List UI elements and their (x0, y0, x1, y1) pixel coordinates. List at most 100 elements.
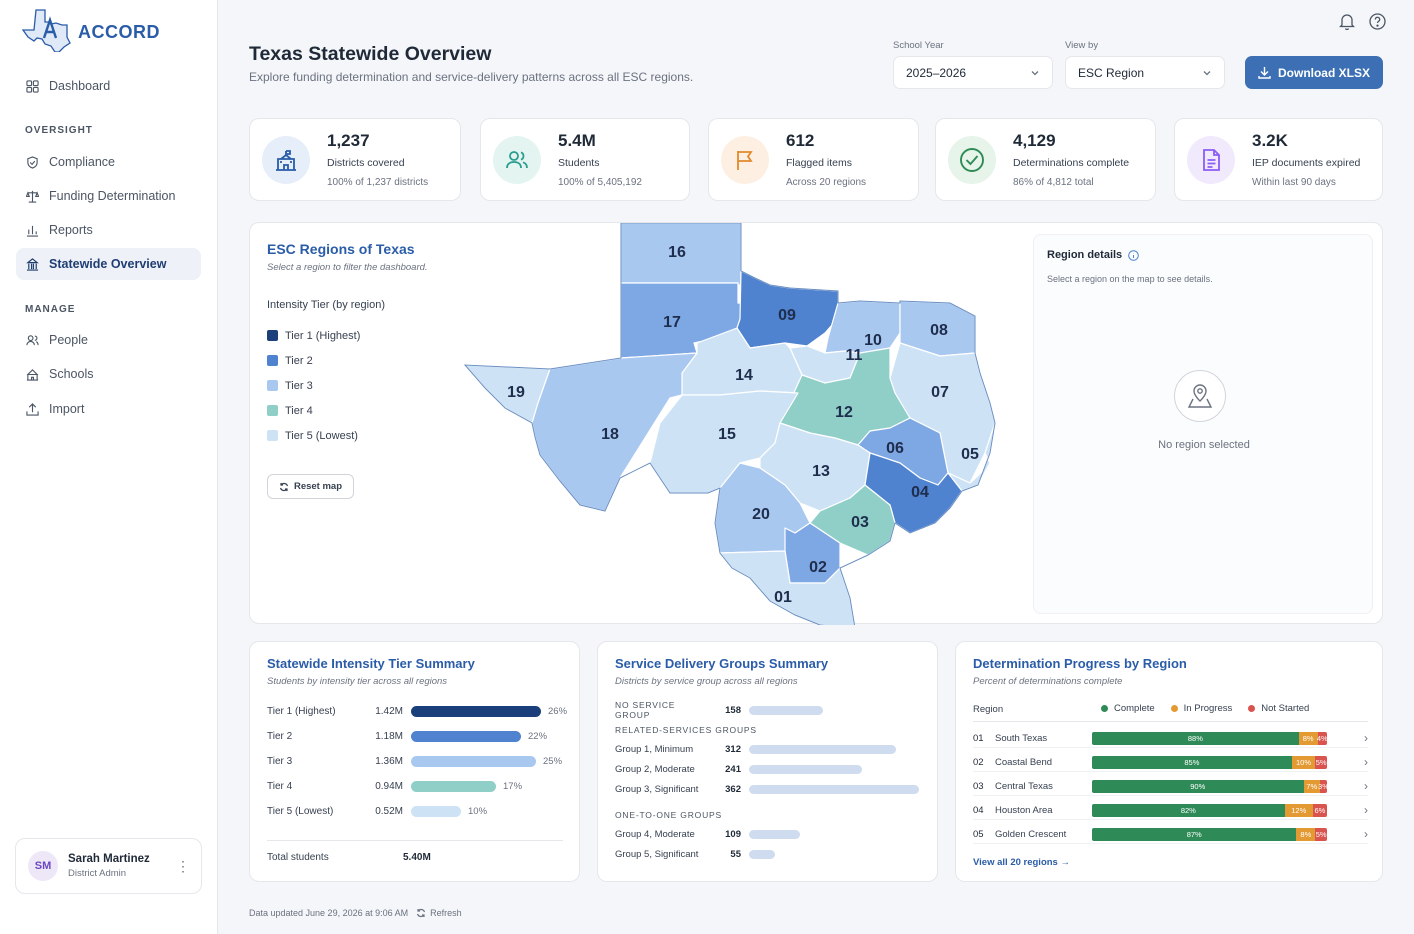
nav-people-label: People (49, 333, 88, 347)
nav-statewide-label: Statewide Overview (49, 257, 167, 271)
nav-reports[interactable]: Reports (16, 214, 201, 246)
row-divider (973, 771, 1368, 772)
legend-in-progress: In Progress (1170, 703, 1232, 714)
nav-dashboard[interactable]: Dashboard (16, 70, 201, 102)
chevron-right-icon[interactable]: › (1364, 827, 1368, 841)
school-year-select[interactable]: 2025–2026 (893, 56, 1053, 89)
tier-row-bar (411, 731, 521, 742)
row-divider (973, 747, 1368, 748)
region-label-13: 13 (812, 463, 830, 480)
download-xlsx-button[interactable]: Download XLSX (1245, 56, 1383, 89)
view-all-regions-link[interactable]: View all 20 regions → (973, 857, 1070, 868)
legend-tier-3-label: Tier 3 (285, 379, 313, 392)
nav-import[interactable]: Import (16, 393, 201, 425)
service-group-value: 109 (725, 829, 741, 840)
chevron-right-icon[interactable]: › (1364, 803, 1368, 817)
nav-dashboard-label: Dashboard (49, 79, 111, 93)
legend-not-started: Not Started (1248, 703, 1309, 714)
progress-row[interactable]: 01 South Texas 88% 8% 4% › (973, 731, 1368, 745)
progress-row[interactable]: 04 Houston Area 82% 12% 6% › (973, 803, 1368, 817)
service-groups-subtitle: Districts by service group across all re… (615, 676, 798, 687)
tier-row-label: Tier 5 (Lowest) (267, 806, 334, 817)
kpi-value: 5.4M (558, 131, 596, 150)
region-label-12: 12 (835, 404, 853, 421)
more-menu-icon[interactable]: ⋮ (176, 857, 190, 874)
tier-row: Tier 3 1.36M 25% (267, 756, 562, 767)
one-to-one-header: ONE-TO-ONE GROUPS (615, 810, 722, 820)
download-label: Download XLSX (1277, 65, 1370, 80)
service-group-row: Group 4, Moderate 109 (615, 829, 800, 840)
kpi-label: Students (558, 157, 600, 169)
nav-compliance[interactable]: Compliance (16, 146, 201, 178)
progress-row[interactable]: 02 Coastal Bend 85% 10% 5% › (973, 755, 1368, 769)
progress-row[interactable]: 05 Golden Crescent 87% 8% 5% › (973, 827, 1368, 841)
app-logo[interactable]: ACCORD (22, 8, 160, 52)
related-services-header: RELATED-SERVICES GROUPS (615, 725, 757, 735)
nav-funding-determination[interactable]: Funding Determination (16, 180, 201, 212)
region-name: South Texas (995, 732, 1048, 744)
bell-icon[interactable] (1339, 13, 1355, 30)
nav-schools[interactable]: Schools (16, 358, 201, 390)
refresh-button[interactable]: Refresh (416, 908, 462, 918)
nav-funding-label: Funding Determination (49, 189, 176, 203)
oversight-section-header: OVERSIGHT (25, 125, 93, 136)
grid-icon (26, 79, 39, 93)
not-started-segment: 5% (1315, 755, 1327, 769)
view-by-select[interactable]: ESC Region (1065, 56, 1225, 89)
service-group-value: 241 (725, 764, 741, 775)
progress-row[interactable]: 03 Central Texas 90%7%3% › (973, 779, 1368, 793)
app-name: ACCORD (78, 21, 160, 42)
region-number: 01 (973, 732, 984, 744)
page-subtitle: Explore funding determination and servic… (249, 70, 694, 84)
upload-icon (26, 402, 39, 416)
region-name: Houston Area (995, 804, 1053, 816)
region-labels: 16 17 09 10 08 11 19 14 07 12 18 15 06 0… (507, 244, 979, 606)
tier-row-bar (411, 806, 461, 817)
progress-bar: 87% 8% 5% (1092, 827, 1327, 841)
kpi-iep-expired: 3.2K IEP documents expired Within last 90 … (1174, 118, 1383, 201)
tier-row-label: Tier 1 (Highest) (267, 706, 336, 717)
kpi-sub: 86% of 4,812 total (1013, 177, 1094, 188)
tier-row-value: 0.52M (375, 806, 403, 817)
progress-bar: 85% 10% 5% (1092, 755, 1327, 769)
chevron-right-icon[interactable]: › (1364, 731, 1368, 745)
nav-people[interactable]: People (16, 324, 201, 356)
nav-schools-label: Schools (49, 367, 94, 381)
kpi-flagged: 612 Flagged items Across 20 regions (708, 118, 919, 201)
chevron-right-icon[interactable]: › (1364, 755, 1368, 769)
user-card[interactable]: SM Sarah Martinez District Admin ⋮ (15, 838, 202, 894)
user-name: Sarah Martinez (68, 853, 150, 865)
tier-summary-subtitle: Students by intensity tier across all re… (267, 676, 448, 687)
tier-row-bar (411, 756, 536, 767)
reset-map-button[interactable]: Reset map (267, 474, 354, 499)
in-progress-segment: 10% (1291, 755, 1316, 769)
reset-map-label: Reset map (293, 481, 343, 492)
legend-tier-2: Tier 2 (267, 348, 360, 373)
service-groups-card: Service Delivery Groups Summary District… (597, 641, 938, 882)
progress-title: Determination Progress by Region (973, 656, 1187, 671)
data-updated-text: Data updated June 29, 2026 at 9:06 AM (249, 908, 409, 918)
in-progress-segment: 8% (1298, 731, 1318, 745)
refresh-icon (279, 482, 289, 491)
progress-legend: Complete In Progress Not Started (1101, 703, 1309, 714)
nav-statewide-overview[interactable]: Statewide Overview (16, 248, 201, 280)
complete-segment: 87% (1092, 827, 1297, 841)
region-10[interactable] (824, 300, 901, 354)
school-year-value: 2025–2026 (906, 65, 967, 80)
info-icon[interactable] (1128, 249, 1139, 261)
chevron-right-icon[interactable]: › (1364, 779, 1368, 793)
tier-row: Tier 5 (Lowest) 0.52M 10% (267, 806, 487, 817)
view-by-value: ESC Region (1078, 65, 1145, 80)
service-group-value: 312 (725, 744, 741, 755)
complete-segment: 82% (1092, 803, 1285, 817)
region-label-04: 04 (911, 484, 929, 501)
region-name: Central Texas (995, 780, 1053, 792)
texas-map[interactable]: 16 17 09 10 08 11 19 14 07 12 18 15 06 0… (250, 223, 1030, 625)
service-group-row: Group 5, Significant 55 (615, 849, 775, 860)
tier-row-label: Tier 4 (267, 781, 293, 792)
service-group-row: NO SERVICE GROUP 158 (615, 700, 823, 720)
manage-section-header: MANAGE (25, 304, 76, 315)
region-label-09: 09 (778, 307, 796, 324)
help-icon[interactable] (1369, 13, 1386, 30)
row-divider (973, 795, 1368, 796)
